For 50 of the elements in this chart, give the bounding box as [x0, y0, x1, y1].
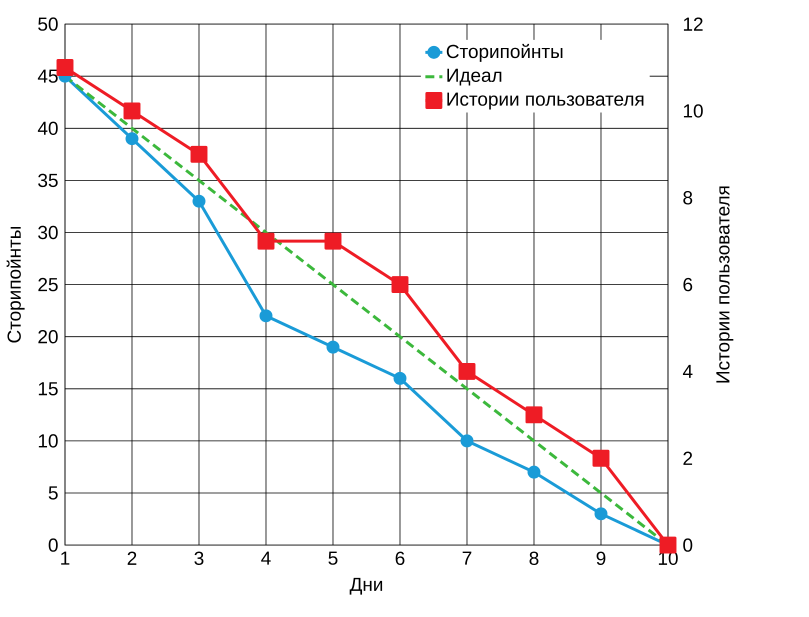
point [190, 146, 208, 163]
y2-axis-title: Истории пользователя [716, 186, 734, 382]
point [392, 276, 408, 294]
y2-tick-label: 6 [683, 278, 692, 292]
x-tick-label: 9 [596, 552, 606, 565]
point [394, 372, 406, 385]
x-tick-label: 7 [462, 552, 472, 565]
point [592, 450, 610, 467]
legend-label: Истории пользователя [447, 92, 644, 110]
x-axis-title: Дни [350, 578, 382, 595]
y2-tick-label: 0 [683, 538, 692, 552]
point [56, 59, 74, 76]
x-tick-label: 5 [328, 552, 338, 565]
point [126, 132, 138, 146]
x-tick-label: 8 [530, 552, 538, 565]
y-tick-label: 50 [38, 17, 58, 31]
y-tick-label: 0 [48, 538, 58, 552]
y2-tick-label: 10 [684, 104, 703, 118]
x-tick-label: 6 [396, 552, 404, 565]
point [458, 362, 476, 380]
point [258, 232, 274, 250]
y2-tick-label: 4 [682, 364, 692, 378]
x-tick-label: 4 [261, 552, 271, 565]
y2-tick-label: 12 [684, 17, 703, 31]
point [326, 340, 340, 354]
point [594, 507, 608, 520]
y-tick-label: 10 [38, 434, 58, 448]
x-tick-label: 3 [194, 552, 204, 565]
y2-tick-label: 2 [683, 452, 692, 465]
y-tick-label: 20 [38, 330, 58, 344]
y-tick-label: 25 [38, 278, 58, 292]
y-tick-label: 5 [48, 486, 58, 500]
point [260, 309, 272, 322]
y-tick-label: 15 [38, 382, 58, 396]
point [526, 406, 542, 424]
legend-label: Сторипойнты [446, 44, 562, 62]
y-tick-label: 30 [38, 226, 58, 240]
y2-tick-label: 8 [683, 191, 692, 204]
y-tick-label: 45 [38, 70, 58, 83]
y-axis-title: Сторипойнты [6, 226, 25, 343]
x-tick-label: 1 [61, 552, 70, 565]
point [124, 102, 140, 120]
y-tick-label: 35 [38, 174, 58, 188]
point [324, 232, 342, 250]
legend-label: Идеал [447, 68, 502, 86]
point [192, 194, 206, 208]
point [528, 466, 540, 479]
point [460, 434, 474, 448]
x-tick-label: 2 [128, 552, 136, 565]
y-tick-label: 40 [38, 122, 58, 135]
